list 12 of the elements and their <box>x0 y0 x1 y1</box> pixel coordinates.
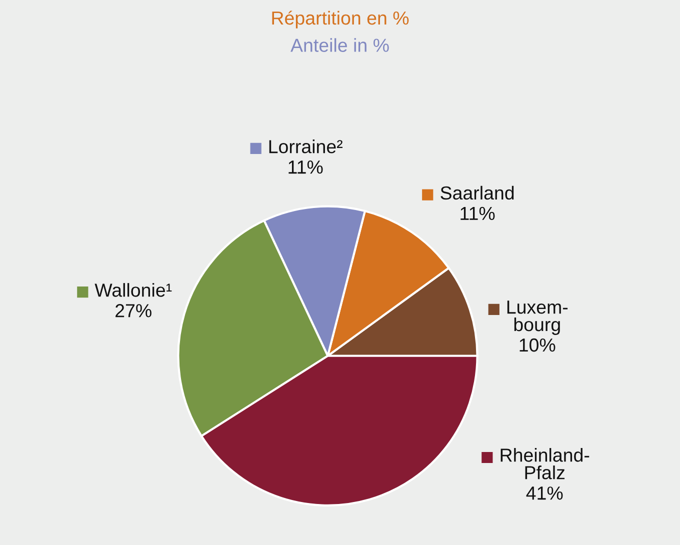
legend-label: Saarland <box>440 186 514 200</box>
data-label: 11% <box>460 206 495 220</box>
data-label: 11% <box>288 160 323 174</box>
data-label: 10% <box>520 338 556 352</box>
legend-label: Rheinland- Pfalz <box>500 448 590 480</box>
chart-subtitle: Anteile in % <box>290 38 389 52</box>
legend-label: Lorraine² <box>269 140 342 154</box>
legend-label: Luxem- bourg <box>507 300 568 335</box>
chart-title: Répartition en % <box>272 10 409 28</box>
data-label: 27% <box>116 304 152 318</box>
data-label: 41% <box>526 486 563 500</box>
legend-label: Wallonie¹ <box>94 283 172 297</box>
